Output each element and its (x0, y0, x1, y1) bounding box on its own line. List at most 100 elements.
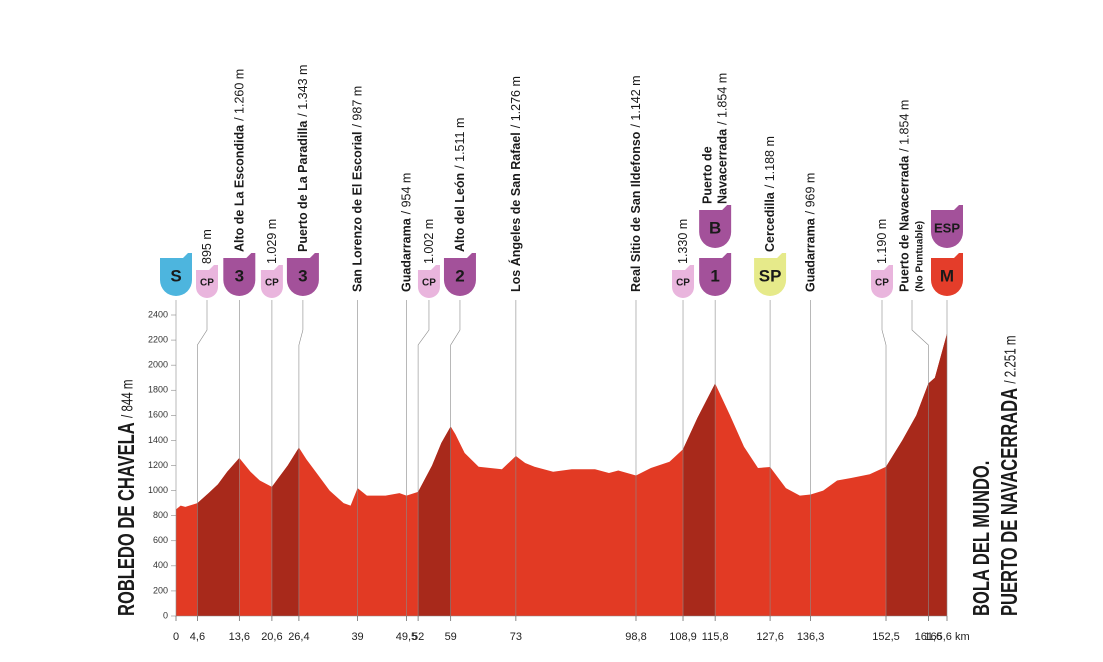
badge (754, 258, 787, 296)
climb-area (197, 457, 240, 616)
leader-line (417, 300, 430, 616)
start-elevation: / 844 m (118, 380, 136, 418)
x-tick-label: 0 (173, 631, 179, 643)
start-text: ROBLEDO DE CHAVELA / 844 m (114, 380, 139, 616)
point-label: Los Ángeles de San Rafael / 1.276 m (508, 76, 523, 292)
climb-area (683, 383, 716, 616)
point-label: Puerto de La Paradilla / 1.343 m (296, 65, 310, 252)
finish-label: BOLA DEL MUNDO. PUERTO DE NAVACERRADA / 2.… (969, 336, 1022, 616)
leader-line (881, 300, 887, 616)
y-tick-label: 2400 (148, 309, 168, 319)
elevation-label: / 1.343 m (296, 65, 310, 117)
point-label-line: Guadarrama / 969 m (804, 173, 818, 292)
finish-text: BOLA DEL MUNDO. (969, 461, 994, 616)
x-tick-label: 26,4 (288, 631, 309, 643)
x-tick-label: 127,6 (756, 631, 784, 643)
point-label-line: Real Sitio de San Ildefonso / 1.142 m (629, 75, 643, 292)
badge (286, 258, 319, 296)
elevation-label: 1.190 m (875, 219, 889, 264)
x-tick-label: 136,3 (797, 631, 825, 643)
badge-tab (466, 253, 476, 258)
leader-line (197, 300, 208, 616)
point-label: San Lorenzo de El Escorial / 987 m (351, 86, 365, 292)
point-label: 1.002 m (422, 219, 436, 264)
y-tick-label: 600 (153, 535, 168, 545)
badge-tab (246, 253, 256, 258)
point-label-line: Puerto de Navacerrada / 1.854 m (898, 100, 912, 292)
badge-text: SP (759, 267, 782, 286)
point-label: 1.330 m (676, 219, 690, 264)
point-name: Puerto de La Paradilla (296, 120, 310, 252)
x-tick-label: 73 (510, 631, 522, 643)
y-tick-label: 1600 (148, 410, 168, 420)
badge-tab (777, 253, 787, 258)
elevation-label: / 1.260 m (232, 69, 246, 121)
elevation-label: / 987 m (351, 86, 365, 128)
point-label-line: San Lorenzo de El Escorial / 987 m (351, 86, 365, 292)
point-label: 1.029 m (265, 219, 279, 264)
point-label: 895 m (200, 229, 214, 264)
badge-text: CP (265, 278, 279, 289)
badge-tab (954, 253, 963, 258)
point-label-line: Navacerrada / 1.854 m (716, 73, 730, 204)
badge (931, 258, 963, 296)
finish-text: PUERTO DE NAVACERRADA / 2.251 m (997, 336, 1022, 616)
point-label: Alto del León / 1.511 m (453, 118, 467, 252)
point-label-line: Alto del León / 1.511 m (453, 118, 467, 252)
elevation-label: 1.330 m (676, 219, 690, 264)
point-label: Guadarrama / 954 m (399, 173, 413, 292)
y-tick-label: 1800 (148, 385, 168, 395)
point-label-line: Alto de La Escondida / 1.260 m (232, 69, 246, 252)
y-tick-label: 2200 (148, 334, 168, 344)
x-tick-label: 115,8 (702, 631, 729, 643)
badge-tab (273, 265, 283, 270)
x-tick-label: 98,8 (625, 631, 646, 643)
y-tick-label: 800 (153, 510, 168, 520)
y-tick-label: 0 (163, 610, 168, 620)
elevation-label: / 1.276 m (509, 76, 523, 128)
point-name: Alto del León (453, 173, 467, 252)
point-label-line: Los Ángeles de San Rafael / 1.276 m (508, 76, 523, 292)
badge-tab (722, 253, 732, 258)
badge-text: 1 (710, 267, 719, 286)
badge-text: CP (422, 278, 436, 289)
start-label: ROBLEDO DE CHAVELA / 844 m (114, 380, 139, 616)
badge-text: CP (676, 278, 690, 289)
point-name: Guadarrama (399, 217, 413, 292)
badge (699, 210, 732, 248)
badge-tab (183, 253, 192, 258)
elevation-label: / 1.142 m (629, 75, 643, 127)
y-tick-label: 1400 (148, 435, 168, 445)
point-label: Puerto de Navacerrada / 1.854 m (701, 73, 730, 204)
elevation-label: 1.002 m (422, 219, 436, 264)
point-label-line: Guadarrama / 954 m (399, 173, 413, 292)
point-name: Guadarrama (804, 217, 818, 292)
badge-text: M (940, 267, 954, 286)
climb-area (271, 447, 299, 616)
finish-name: BOLA DEL MUNDO. (969, 461, 994, 616)
point-name: Los Ángeles de San Rafael (508, 132, 523, 292)
badge-tab (954, 205, 963, 210)
point-label-line: Cercedilla / 1.188 m (763, 136, 777, 252)
x-tick-label: 152,5 (872, 631, 900, 643)
badge-tab (884, 265, 893, 270)
elevation-label: 1.029 m (265, 219, 279, 264)
profile-area (176, 333, 947, 616)
elevation-label: / 1.188 m (763, 136, 777, 188)
point-label-line: (No Puntuable) (914, 221, 925, 292)
start-name: ROBLEDO DE CHAVELA (114, 422, 139, 616)
badge (160, 258, 192, 296)
point-label: Real Sitio de San Ildefonso / 1.142 m (629, 75, 643, 292)
x-tick-label: 49,5 (396, 631, 417, 643)
x-tick-label: 52 (412, 631, 424, 643)
badge-text: 3 (235, 267, 244, 286)
badge (196, 270, 218, 298)
x-tick-label: 165,6 km (924, 631, 969, 643)
y-tick-label: 400 (153, 560, 168, 570)
badge (672, 270, 695, 298)
leader-line (450, 300, 461, 616)
y-tick-label: 2000 (148, 360, 168, 370)
climb-area (886, 333, 947, 616)
badge-text: 2 (455, 267, 464, 286)
